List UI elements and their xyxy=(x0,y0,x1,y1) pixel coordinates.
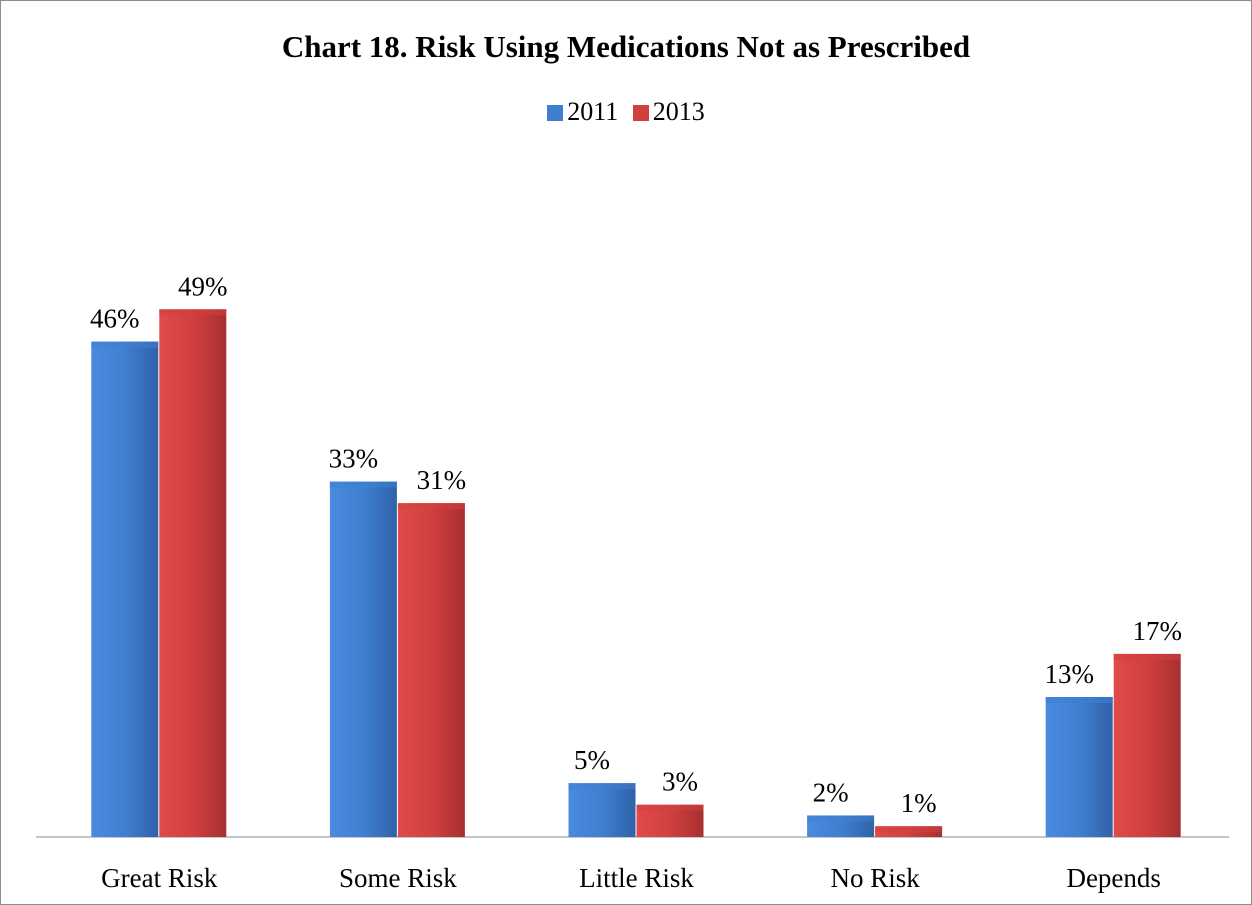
legend-label-2011: 2011 xyxy=(567,97,619,126)
category-label-little-risk: Little Risk xyxy=(579,863,694,893)
bar-top-2011-little-risk xyxy=(568,783,636,790)
data-label-2013-little-risk: 3% xyxy=(662,767,698,797)
data-label-2011-some-risk: 33% xyxy=(329,444,379,474)
bar-top-2013-no-risk xyxy=(875,826,943,833)
category-label-great-risk: Great Risk xyxy=(101,863,218,893)
bar-top-2013-great-risk xyxy=(159,309,227,316)
data-label-2011-great-risk: 46% xyxy=(90,304,140,334)
bar-2013-some-risk xyxy=(397,503,465,837)
data-label-2013-some-risk: 31% xyxy=(417,465,467,495)
bar-2013-depends xyxy=(1113,653,1181,837)
legend-swatch-2013 xyxy=(632,105,649,121)
bar-top-2011-no-risk xyxy=(807,815,875,822)
bar-2011-little-risk xyxy=(568,783,636,837)
bar-2011-some-risk xyxy=(329,481,397,837)
data-label-2013-great-risk: 49% xyxy=(178,271,228,301)
legend-item-2013: 2013 xyxy=(632,97,705,127)
category-label-depends: Depends xyxy=(1066,863,1160,893)
category-label-no-risk: No Risk xyxy=(830,863,920,893)
legend-swatch-2011 xyxy=(547,105,564,121)
category-label-some-risk: Some Risk xyxy=(339,863,457,893)
legend-label-2013: 2013 xyxy=(652,97,705,126)
bar-2013-great-risk xyxy=(159,309,227,837)
bar-top-2013-little-risk xyxy=(636,804,704,811)
legend-item-2011: 2011 xyxy=(547,97,618,127)
data-label-2013-depends: 17% xyxy=(1132,616,1182,646)
data-label-2013-no-risk: 1% xyxy=(901,788,937,818)
bar-top-2013-some-risk xyxy=(397,503,465,510)
chart-legend: 2011 2013 xyxy=(1,97,1251,127)
bar-top-2013-depends xyxy=(1113,653,1181,660)
bar-top-2011-great-risk xyxy=(91,341,159,348)
chart-title: Chart 18. Risk Using Medications Not as … xyxy=(281,29,971,64)
data-label-2011-no-risk: 2% xyxy=(813,777,849,807)
bar-top-2011-some-risk xyxy=(329,481,397,488)
bar-2011-great-risk xyxy=(91,341,159,837)
data-label-2011-little-risk: 5% xyxy=(574,745,610,775)
bar-top-2011-depends xyxy=(1045,696,1113,703)
bar-2011-depends xyxy=(1045,696,1113,837)
data-label-2011-depends: 13% xyxy=(1044,659,1094,689)
